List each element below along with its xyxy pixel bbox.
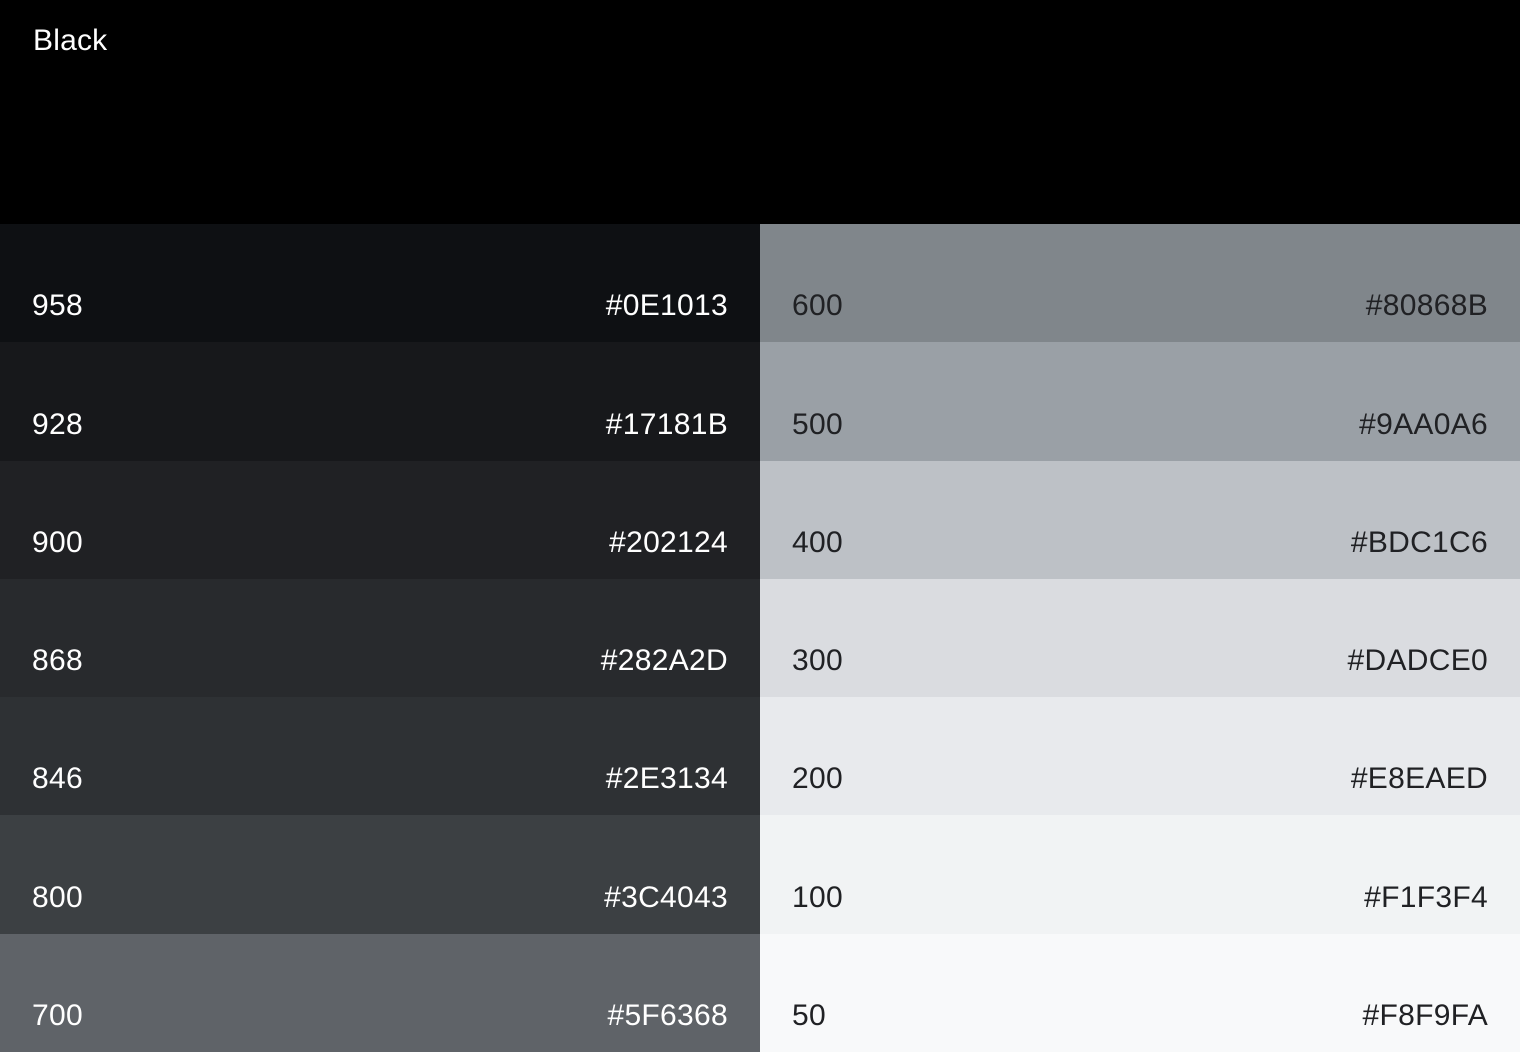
light-shades-column: 600 #80868B 500 #9AA0A6 400 #BDC1C6 300 #DADCE0…	[760, 224, 1520, 1052]
swatch-row: 700 #5F6368	[0, 933, 760, 1052]
swatch-hex-label: #17181B	[605, 407, 728, 441]
swatch-row: 846 #2E3134	[0, 697, 760, 816]
dark-shades-column: 958 #0E1013 928 #17181B 900 #202124 868 #282A2D…	[0, 224, 760, 1052]
swatch-hex-label: #80868B	[1365, 289, 1488, 323]
swatch-row: 800 #3C4043	[0, 815, 760, 934]
swatch-tone-label: 928	[32, 407, 83, 441]
swatch-row: 958 #0E1013	[0, 224, 760, 343]
swatch-tone-label: 958	[32, 289, 83, 323]
swatch-tone-label: 800	[32, 880, 83, 914]
swatch-grid: 958 #0E1013 928 #17181B 900 #202124 868 #282A2D…	[0, 224, 1520, 1052]
swatch-tone-label: 846	[32, 762, 83, 796]
swatch-row: 600 #80868B	[760, 224, 1520, 343]
swatch-hex-label: #3C4043	[604, 880, 728, 914]
swatch-row: 300 #DADCE0	[760, 578, 1520, 698]
swatch-hex-label: #9AA0A6	[1359, 407, 1488, 441]
swatch-row: 400 #BDC1C6	[760, 460, 1520, 579]
swatch-tone-label: 700	[32, 998, 83, 1032]
palette-title: Black	[33, 24, 108, 57]
swatch-hex-label: #202124	[609, 525, 728, 559]
palette-header: Black	[0, 0, 1520, 224]
swatch-tone-label: 500	[792, 407, 843, 441]
swatch-hex-label: #E8EAED	[1350, 762, 1488, 796]
swatch-hex-label: #2E3134	[605, 762, 728, 796]
swatch-hex-label: #5F6368	[607, 998, 728, 1032]
swatch-row: 200 #E8EAED	[760, 697, 1520, 816]
swatch-hex-label: #F1F3F4	[1364, 880, 1488, 914]
swatch-row: 868 #282A2D	[0, 578, 760, 698]
swatch-hex-label: #F8F9FA	[1362, 998, 1488, 1032]
swatch-tone-label: 50	[792, 998, 826, 1032]
swatch-tone-label: 400	[792, 525, 843, 559]
swatch-tone-label: 600	[792, 289, 843, 323]
swatch-row: 500 #9AA0A6	[760, 342, 1520, 461]
swatch-hex-label: #0E1013	[605, 289, 728, 323]
swatch-tone-label: 900	[32, 525, 83, 559]
swatch-tone-label: 100	[792, 880, 843, 914]
swatch-row: 928 #17181B	[0, 342, 760, 461]
swatch-row: 50 #F8F9FA	[760, 933, 1520, 1052]
swatch-hex-label: #DADCE0	[1347, 644, 1488, 678]
swatch-hex-label: #282A2D	[600, 644, 728, 678]
swatch-tone-label: 868	[32, 644, 83, 678]
swatch-tone-label: 300	[792, 644, 843, 678]
swatch-tone-label: 200	[792, 762, 843, 796]
swatch-row: 900 #202124	[0, 460, 760, 579]
swatch-row: 100 #F1F3F4	[760, 815, 1520, 934]
swatch-hex-label: #BDC1C6	[1350, 525, 1488, 559]
